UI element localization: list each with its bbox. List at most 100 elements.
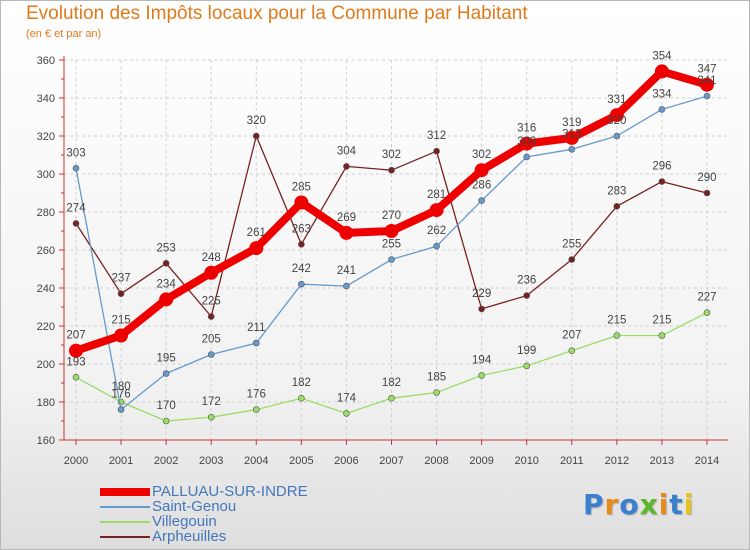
data-point (568, 146, 576, 153)
logo-letter: o (619, 488, 640, 521)
data-point (298, 280, 305, 288)
data-label: 302 (472, 149, 491, 161)
data-label: 242 (292, 263, 311, 275)
data-label: 331 (607, 94, 626, 106)
data-label: 290 (697, 172, 716, 184)
data-point (654, 64, 669, 79)
data-label: 255 (382, 239, 401, 251)
data-label: 270 (382, 210, 401, 222)
logo-letter: i (683, 488, 695, 521)
data-point (388, 256, 395, 263)
data-label: 207 (562, 330, 581, 342)
data-label: 194 (472, 354, 492, 366)
data-point (658, 332, 666, 339)
data-point (658, 178, 666, 185)
data-point (204, 265, 219, 280)
legend-item: PALLUAU-SUR-INDRE (100, 483, 308, 500)
data-point (162, 417, 170, 425)
data-point (162, 370, 170, 377)
data-label: 283 (607, 185, 626, 197)
data-point (478, 305, 485, 313)
data-label: 286 (472, 180, 491, 192)
data-point (298, 394, 305, 402)
data-label: 234 (157, 278, 177, 290)
data-label: 170 (157, 400, 176, 412)
legend-label: Saint-Genou (152, 498, 237, 515)
y-tick-label: 320 (37, 131, 55, 143)
y-tick-label: 160 (37, 435, 55, 447)
data-label: 320 (247, 115, 266, 127)
data-point (388, 166, 395, 174)
data-point (613, 332, 621, 339)
data-label: 180 (111, 381, 130, 393)
data-label: 237 (111, 273, 130, 285)
data-point (207, 413, 215, 421)
data-label: 211 (247, 322, 265, 334)
data-point (162, 259, 170, 267)
data-point (117, 290, 125, 298)
data-point (343, 282, 350, 290)
data-point (699, 77, 714, 92)
data-point (69, 343, 83, 358)
series-2 (72, 309, 711, 425)
x-tick-label: 2002 (154, 455, 178, 467)
y-tick-label: 240 (37, 283, 55, 295)
data-label: 320 (607, 115, 626, 127)
data-label: 261 (247, 227, 266, 239)
data-label: 281 (427, 189, 446, 201)
data-label: 313 (562, 128, 581, 140)
logo-letter: r (604, 488, 620, 521)
data-point (252, 132, 260, 140)
legend-item: Arpheuilles (100, 528, 308, 545)
data-point (252, 406, 260, 413)
x-tick-label: 2007 (379, 455, 403, 467)
x-tick-label: 2008 (424, 455, 448, 467)
data-point (613, 203, 621, 210)
data-label: 312 (427, 130, 446, 142)
data-label: 225 (202, 296, 221, 308)
data-label: 241 (337, 265, 356, 277)
data-label: 263 (292, 223, 311, 235)
x-tick-label: 2005 (289, 455, 313, 467)
data-point (613, 132, 621, 140)
data-label: 172 (202, 396, 221, 408)
data-label: 215 (607, 315, 626, 327)
legend-label: Arpheuilles (152, 528, 227, 545)
data-point (72, 373, 80, 381)
data-point (703, 92, 711, 100)
legend-swatch (100, 535, 150, 538)
data-label: 182 (382, 377, 401, 389)
y-tick-label: 180 (37, 397, 55, 409)
data-point (523, 362, 531, 370)
legend-swatch (100, 505, 150, 508)
data-label: 215 (111, 315, 130, 327)
data-label: 185 (427, 372, 446, 384)
data-point (343, 163, 350, 170)
data-label: 236 (517, 275, 536, 287)
data-point (474, 163, 489, 178)
data-label: 269 (337, 212, 356, 224)
y-tick-label: 300 (37, 169, 55, 181)
data-label: 193 (66, 356, 85, 368)
data-label: 304 (337, 145, 357, 157)
data-point (568, 256, 576, 263)
legend-item: Villegouin (100, 513, 308, 530)
data-label: 215 (652, 315, 671, 327)
data-label: 262 (427, 225, 446, 237)
data-label: 229 (472, 288, 491, 300)
legend-swatch (100, 520, 150, 523)
data-point (433, 147, 440, 155)
data-label: 274 (66, 202, 86, 214)
legend-label: PALLUAU-SUR-INDRE (152, 483, 308, 500)
y-tick-label: 220 (37, 321, 55, 333)
data-point (433, 242, 440, 250)
data-label: 248 (202, 252, 221, 264)
x-tick-label: 2001 (109, 455, 133, 467)
data-point (523, 153, 531, 161)
data-label: 347 (697, 64, 716, 76)
data-point (298, 241, 305, 248)
data-label: 255 (562, 239, 581, 251)
y-tick-label: 360 (37, 55, 55, 67)
x-tick-label: 2004 (244, 455, 268, 467)
x-tick-label: 2000 (64, 455, 88, 467)
